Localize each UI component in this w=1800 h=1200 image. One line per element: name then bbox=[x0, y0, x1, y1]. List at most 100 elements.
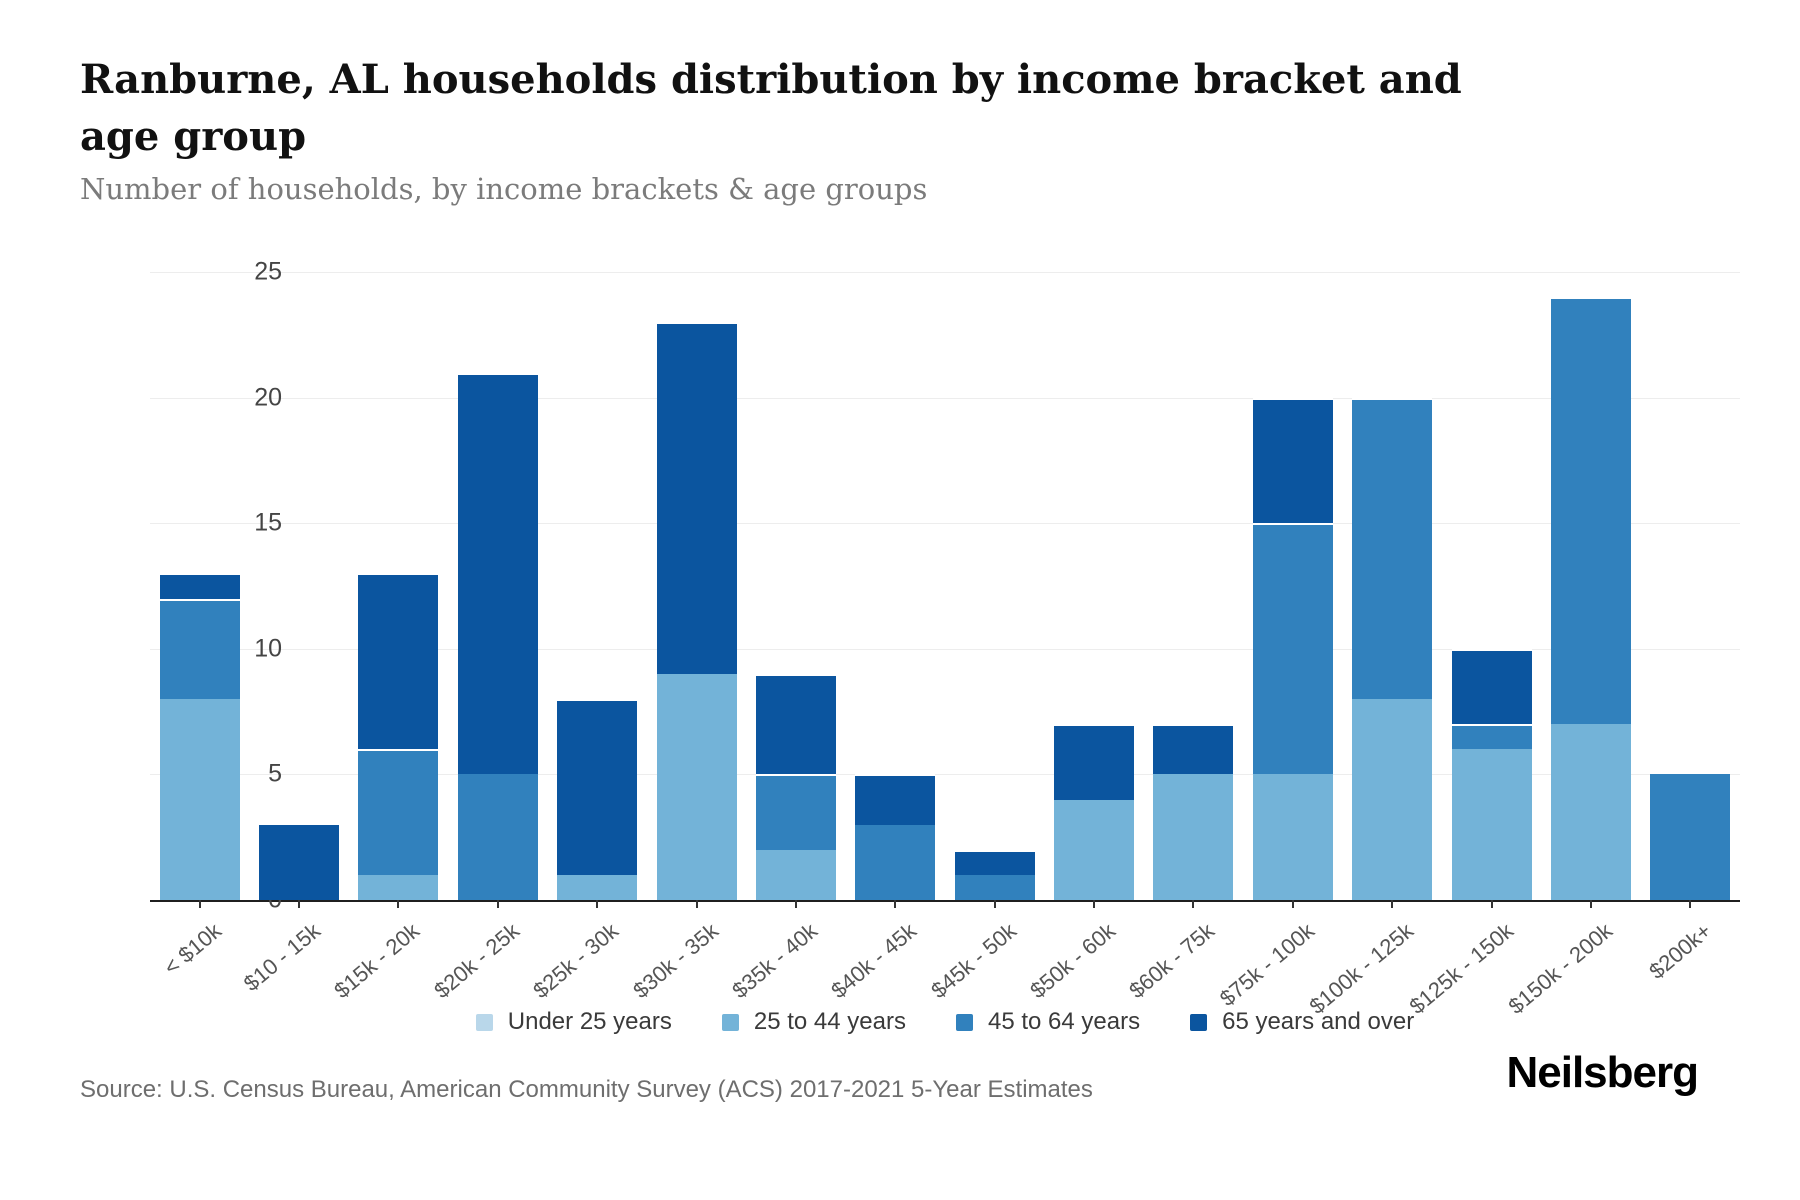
bar-200k bbox=[1650, 272, 1731, 900]
bar-segment-65-years-and-over[interactable] bbox=[259, 824, 340, 900]
bar-segment-25-to-44-years[interactable] bbox=[1252, 774, 1333, 900]
bar-segment-25-to-44-years[interactable] bbox=[557, 874, 638, 900]
bar-segment-25-to-44-years[interactable] bbox=[755, 849, 836, 900]
page-subtitle: Number of households, by income brackets… bbox=[80, 172, 928, 206]
x-tick-label: $60k - 75k bbox=[1124, 918, 1220, 1004]
x-tick-label: $150k - 200k bbox=[1503, 918, 1618, 1019]
bar-25k-30k bbox=[557, 272, 638, 900]
y-tick-label-20: 20 bbox=[254, 383, 282, 412]
legend-item-45-to-64-years[interactable]: 45 to 64 years bbox=[955, 1008, 1141, 1036]
bar-75k-100k bbox=[1252, 272, 1333, 900]
legend-swatch bbox=[1190, 1013, 1208, 1031]
bar-segment-45-to-64-years[interactable] bbox=[457, 774, 538, 900]
bar-segment-45-to-64-years[interactable] bbox=[159, 598, 240, 700]
bar-segment-25-to-44-years[interactable] bbox=[358, 874, 439, 900]
x-tick-mark bbox=[1589, 900, 1592, 908]
x-tick-label: $40k - 45k bbox=[826, 918, 922, 1004]
x-tick-label: $20k - 25k bbox=[429, 918, 524, 1004]
legend-label: 45 to 64 years bbox=[987, 1008, 1141, 1035]
gridline-15 bbox=[150, 523, 1740, 525]
page-title: Ranburne, AL households distribution by … bbox=[80, 56, 1462, 160]
bar-10-15k bbox=[259, 272, 340, 900]
x-tick-label: $25k - 30k bbox=[528, 918, 624, 1004]
bar-segment-65-years-and-over[interactable] bbox=[1054, 724, 1135, 800]
bar-segment-45-to-64-years[interactable] bbox=[1451, 724, 1532, 750]
bar-segment-65-years-and-over[interactable] bbox=[159, 573, 240, 599]
bar-segment-45-to-64-years[interactable] bbox=[1352, 397, 1433, 700]
x-tick-mark bbox=[397, 900, 400, 908]
x-tick-mark bbox=[993, 900, 996, 908]
bar-60k-75k bbox=[1153, 272, 1234, 900]
x-tick-mark bbox=[596, 900, 599, 908]
bar-segment-65-years-and-over[interactable] bbox=[1153, 724, 1234, 775]
legend-label: 65 years and over bbox=[1222, 1008, 1415, 1035]
bar-segment-25-to-44-years[interactable] bbox=[1451, 749, 1532, 900]
bar-segment-25-to-44-years[interactable] bbox=[159, 699, 240, 900]
bar-segment-25-to-44-years[interactable] bbox=[1550, 724, 1631, 900]
x-tick-mark bbox=[1689, 900, 1692, 908]
bar-40k-45k bbox=[855, 272, 936, 900]
x-tick-label: < $10k bbox=[158, 918, 226, 981]
x-tick-label: $35k - 40k bbox=[727, 918, 823, 1004]
gridline-10 bbox=[150, 648, 1740, 650]
x-tick-mark bbox=[794, 900, 797, 908]
bar-100k-125k bbox=[1352, 272, 1433, 900]
neilsberg-logo[interactable]: Neilsberg bbox=[1506, 1048, 1699, 1097]
x-tick-label: $45k - 50k bbox=[925, 918, 1021, 1004]
bar-segment-25-to-44-years[interactable] bbox=[1352, 699, 1433, 900]
bar-segment-25-to-44-years[interactable] bbox=[1153, 774, 1234, 900]
gridline-5 bbox=[150, 774, 1740, 776]
legend-swatch bbox=[955, 1013, 973, 1031]
bar-segment-65-years-and-over[interactable] bbox=[1451, 648, 1532, 725]
bar-125k-150k bbox=[1451, 272, 1532, 900]
source-text: Source: U.S. Census Bureau, American Com… bbox=[80, 1076, 1093, 1103]
x-axis-line bbox=[150, 900, 1740, 902]
bar-segment-45-to-64-years[interactable] bbox=[1550, 297, 1631, 725]
bar-segment-65-years-and-over[interactable] bbox=[656, 322, 737, 674]
x-tick-mark bbox=[1490, 900, 1493, 908]
legend-label: 25 to 44 years bbox=[753, 1008, 906, 1035]
y-tick-label-25: 25 bbox=[254, 257, 282, 286]
x-tick-mark bbox=[198, 900, 201, 908]
x-tick-mark bbox=[695, 900, 698, 908]
y-tick-label-10: 10 bbox=[254, 634, 282, 663]
bar-segment-65-years-and-over[interactable] bbox=[557, 699, 638, 875]
x-tick-label: $10 - 15k bbox=[238, 918, 326, 997]
bar-segment-65-years-and-over[interactable] bbox=[1252, 397, 1333, 524]
x-tick-mark bbox=[496, 900, 499, 908]
bar-segment-65-years-and-over[interactable] bbox=[358, 573, 439, 750]
x-tick-label: $100k - 125k bbox=[1304, 918, 1419, 1019]
bar-segment-65-years-and-over[interactable] bbox=[457, 372, 538, 775]
bar-segment-65-years-and-over[interactable] bbox=[954, 849, 1035, 875]
bar-20k-25k bbox=[457, 272, 538, 900]
bar-segment-45-to-64-years[interactable] bbox=[954, 874, 1035, 900]
bar-segment-65-years-and-over[interactable] bbox=[855, 774, 936, 825]
bar-segment-45-to-64-years[interactable] bbox=[1650, 774, 1731, 900]
bar-150k-200k bbox=[1550, 272, 1631, 900]
gridline-25 bbox=[150, 272, 1740, 273]
bar-10k bbox=[159, 272, 240, 900]
bar-segment-45-to-64-years[interactable] bbox=[1252, 523, 1333, 775]
chart-legend: Under 25 years 25 to 44 years 45 to 64 yea… bbox=[150, 1008, 1740, 1036]
y-tick-label-5: 5 bbox=[268, 759, 282, 788]
x-tick-label: $200k+ bbox=[1644, 918, 1717, 984]
bar-segment-45-to-64-years[interactable] bbox=[855, 824, 936, 900]
bar-30k-35k bbox=[656, 272, 737, 900]
legend-item-under-25-years[interactable]: Under 25 years bbox=[475, 1008, 672, 1036]
x-tick-label: $75k - 100k bbox=[1214, 918, 1319, 1012]
legend-swatch bbox=[475, 1013, 493, 1031]
bar-segment-45-to-64-years[interactable] bbox=[358, 749, 439, 875]
bar-segment-25-to-44-years[interactable] bbox=[656, 673, 737, 900]
x-tick-label: $30k - 35k bbox=[627, 918, 723, 1004]
legend-item-65-years-and-over[interactable]: 65 years and over bbox=[1190, 1008, 1414, 1036]
bar-segment-45-to-64-years[interactable] bbox=[755, 774, 836, 850]
x-tick-mark bbox=[1391, 900, 1394, 908]
bar-segment-65-years-and-over[interactable] bbox=[755, 673, 836, 775]
legend-item-25-to-44-years[interactable]: 25 to 44 years bbox=[721, 1008, 906, 1036]
x-tick-mark bbox=[1093, 900, 1096, 908]
x-tick-label: $15k - 20k bbox=[329, 918, 425, 1004]
x-tick-mark bbox=[298, 900, 301, 908]
bar-segment-25-to-44-years[interactable] bbox=[1054, 799, 1135, 900]
bar-35k-40k bbox=[755, 272, 836, 900]
